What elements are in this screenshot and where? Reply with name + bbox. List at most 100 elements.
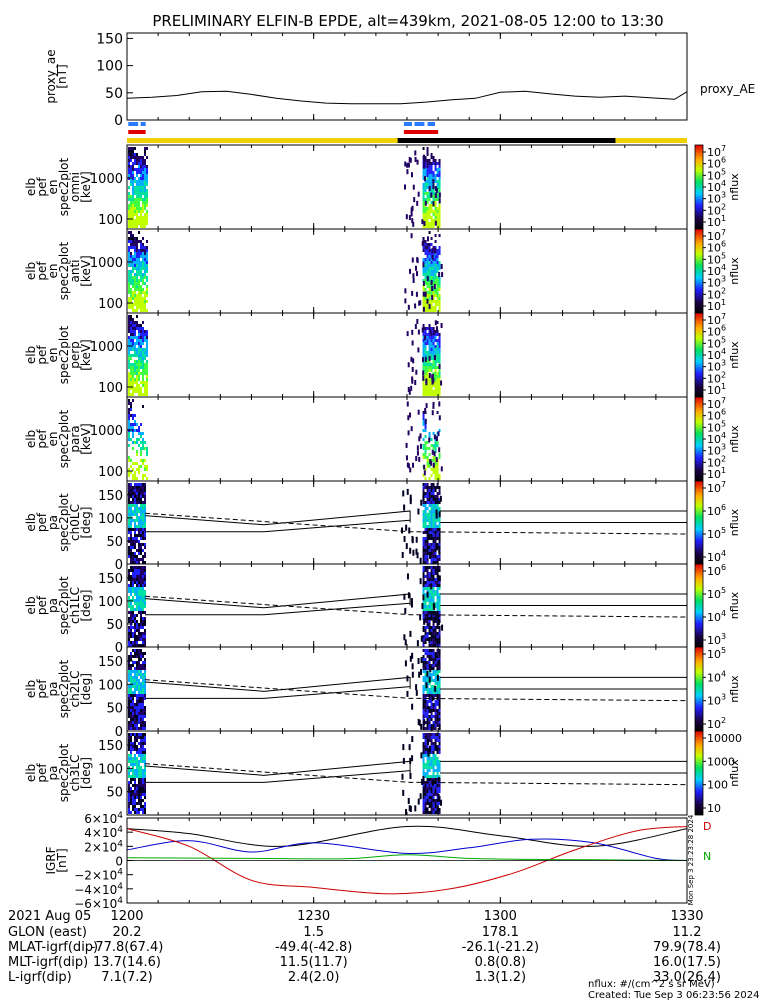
pa-pixel bbox=[420, 499, 423, 506]
spectrum-pixel bbox=[136, 285, 138, 288]
spectrum-pixel bbox=[130, 183, 132, 186]
pa-pixel bbox=[436, 652, 439, 655]
spectrum-pixel bbox=[132, 381, 134, 384]
pa-pixel bbox=[428, 652, 431, 655]
spectrum-pixel bbox=[426, 243, 429, 246]
spectrum-pixel bbox=[132, 222, 134, 225]
pa-pixel bbox=[128, 549, 130, 552]
spectrum-pixel bbox=[424, 200, 427, 206]
spectrum-pixel bbox=[438, 348, 441, 351]
pa-pixel bbox=[422, 700, 425, 703]
pa-pixel bbox=[430, 525, 433, 528]
spectrum-pixel bbox=[424, 216, 427, 219]
spectrum-pixel bbox=[130, 330, 132, 333]
spectrum-pixel bbox=[434, 330, 437, 333]
ephemeris-value: -77.8(67.4) bbox=[91, 940, 164, 955]
pa-pixel bbox=[132, 700, 134, 703]
pa-pixel bbox=[409, 547, 412, 554]
spectrum-pixel bbox=[136, 201, 138, 204]
pa-pixel bbox=[432, 626, 435, 629]
pa-pixel bbox=[140, 694, 142, 697]
pa-pixel bbox=[422, 679, 425, 682]
spectrum-pixel bbox=[435, 326, 438, 332]
spectrum-pixel bbox=[128, 321, 130, 324]
pa-pixel bbox=[428, 572, 431, 575]
pa-pixel bbox=[419, 578, 422, 585]
spectrum-pixel bbox=[130, 339, 132, 342]
spectrum-pixel bbox=[128, 270, 130, 273]
spectrum-pixel bbox=[428, 276, 431, 279]
spectrum-pixel bbox=[428, 453, 431, 456]
pa-pixel bbox=[136, 492, 138, 495]
spectrum-pixel bbox=[424, 429, 427, 432]
pa-pixel bbox=[424, 486, 427, 489]
pa-pixel bbox=[434, 664, 437, 667]
spectrum-pixel bbox=[146, 192, 148, 195]
pa-pixel bbox=[132, 772, 134, 775]
spectrum-pixel bbox=[432, 273, 435, 276]
spectrum-pixel bbox=[128, 423, 130, 426]
pa-pixel bbox=[144, 569, 146, 572]
spectrum-pixel bbox=[424, 225, 427, 228]
spectrum-pixel bbox=[142, 273, 144, 276]
spectrum-pixel bbox=[130, 180, 132, 183]
colorbar-label: nflux bbox=[728, 591, 741, 619]
pa-pixel bbox=[130, 528, 132, 531]
spectrum-pixel bbox=[142, 246, 144, 249]
spectrum-pixel bbox=[136, 249, 138, 252]
spectrum-pixel bbox=[138, 186, 140, 189]
pa-pixel bbox=[436, 498, 439, 501]
pa-pixel bbox=[136, 629, 138, 632]
spectrum-pixel bbox=[146, 171, 148, 174]
pa-pixel bbox=[136, 534, 138, 537]
pa-pixel bbox=[432, 790, 435, 793]
spectrum-pixel bbox=[142, 348, 144, 351]
spectrum-pixel bbox=[430, 162, 433, 165]
pa-pixel bbox=[422, 519, 425, 522]
pa-pixel bbox=[438, 723, 441, 730]
pa-pixel bbox=[432, 638, 435, 641]
pa-pixel bbox=[132, 587, 134, 590]
spectrum-pixel bbox=[422, 267, 425, 270]
pa-pixel bbox=[436, 623, 439, 626]
pa-pixel bbox=[426, 736, 429, 739]
pa-pixel bbox=[426, 661, 429, 664]
pa-pixel bbox=[134, 543, 136, 546]
spectrum-pixel bbox=[424, 348, 427, 351]
spectrum-pixel bbox=[430, 270, 433, 273]
spectrum-pixel bbox=[436, 213, 439, 216]
spectrum-pixel bbox=[424, 372, 427, 375]
pa-pixel bbox=[138, 638, 140, 641]
pa-pixel bbox=[428, 644, 431, 647]
pa-pixel bbox=[432, 552, 435, 555]
spectrum-pixel bbox=[438, 261, 441, 264]
spectrum-pixel bbox=[138, 444, 140, 447]
spectrum-pixel bbox=[138, 390, 140, 393]
spectrum-pixel bbox=[434, 165, 437, 168]
pa-pixel bbox=[134, 808, 136, 811]
spectrum-pixel bbox=[140, 180, 142, 183]
spectrum-pixel bbox=[134, 471, 136, 474]
pa-pixel bbox=[430, 748, 433, 751]
spectrum-pixel bbox=[422, 306, 425, 312]
pa-pixel bbox=[128, 787, 130, 790]
spectrum-pixel bbox=[422, 207, 425, 210]
pa-pixel bbox=[438, 787, 441, 790]
spectrum-pixel bbox=[132, 306, 134, 309]
pa-pixel bbox=[138, 632, 140, 635]
spectrum-pixel bbox=[138, 366, 140, 369]
pa-pixel bbox=[134, 519, 136, 522]
pa-pixel bbox=[426, 516, 429, 519]
pa-pixel bbox=[422, 769, 425, 772]
spectrum-pixel bbox=[138, 177, 140, 180]
spectrum-pixel bbox=[430, 474, 433, 477]
spectrum-pixel bbox=[434, 255, 437, 258]
pa-pixel bbox=[434, 778, 437, 781]
pa-pixel bbox=[436, 802, 439, 805]
spectrum-pixel bbox=[407, 386, 410, 392]
spectrum-pixel bbox=[428, 285, 431, 288]
pa-pixel bbox=[415, 548, 418, 555]
spectrogram-ylabel: spec2plot bbox=[57, 241, 71, 300]
pa-pixel bbox=[140, 516, 142, 519]
pa-pixel bbox=[134, 811, 136, 814]
